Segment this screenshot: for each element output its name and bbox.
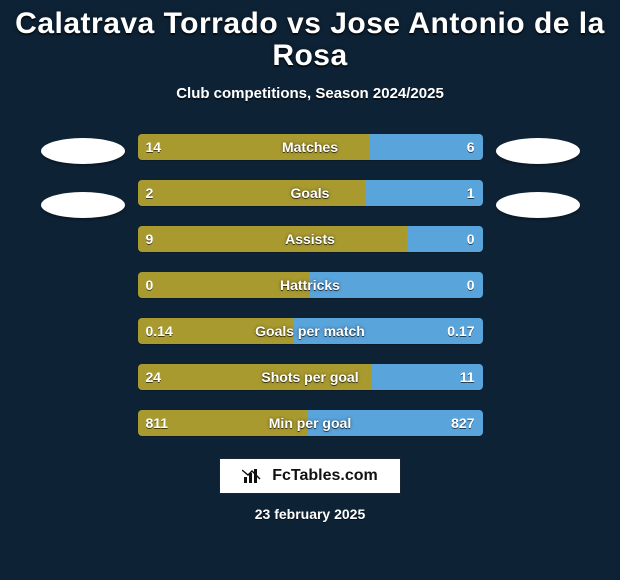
stat-left-value: 0 <box>138 272 162 298</box>
stats-area: Matches146Goals21Assists90Hattricks00Goa… <box>10 134 610 436</box>
placeholder-oval <box>496 192 580 218</box>
stat-row: Matches14 6 <box>138 134 483 160</box>
stat-left-value: 24 <box>138 364 170 390</box>
comparison-infographic: Calatrava Torrado vs Jose Antonio de la … <box>0 0 620 580</box>
barchart-icon <box>242 467 262 485</box>
stat-label: Assists <box>138 226 483 252</box>
stat-right-value: 11 <box>452 364 483 390</box>
subtitle: Club competitions, Season 2024/2025 <box>10 85 610 102</box>
stat-left-value: 9 <box>138 226 162 252</box>
stat-row: Hattricks0 0 <box>138 272 483 298</box>
stat-left-value: 2 <box>138 180 162 206</box>
left-placeholder-column <box>28 134 138 218</box>
stat-row: Assists9 0 <box>138 226 483 252</box>
stat-left-value: 0.14 <box>138 318 181 344</box>
footer: FcTables.com 23 february 2025 <box>10 458 610 522</box>
brand-chip: FcTables.com <box>219 458 401 494</box>
stat-right-value: 0 <box>459 272 483 298</box>
stat-row: Goals2 1 <box>138 180 483 206</box>
stat-label: Goals per match <box>138 318 483 344</box>
placeholder-oval <box>496 138 580 164</box>
brand-text: FcTables.com <box>272 467 378 485</box>
stat-label: Min per goal <box>138 410 483 436</box>
stat-label: Hattricks <box>138 272 483 298</box>
page-title: Calatrava Torrado vs Jose Antonio de la … <box>10 8 610 71</box>
stat-label: Matches <box>138 134 483 160</box>
stat-left-value: 811 <box>138 410 177 436</box>
stat-row: Min per goal811 827 <box>138 410 483 436</box>
comparison-bars: Matches146Goals21Assists90Hattricks00Goa… <box>138 134 483 436</box>
stat-right-value: 1 <box>459 180 483 206</box>
stat-right-value: 827 <box>443 410 482 436</box>
stat-left-value: 14 <box>138 134 170 160</box>
stat-right-value: 0.17 <box>439 318 482 344</box>
right-placeholder-column <box>483 134 593 218</box>
placeholder-oval <box>41 192 125 218</box>
stat-right-value: 0 <box>459 226 483 252</box>
stat-row: Shots per goal24 11 <box>138 364 483 390</box>
stat-right-value: 6 <box>459 134 483 160</box>
stat-row: Goals per match0.14 0.17 <box>138 318 483 344</box>
stat-label: Goals <box>138 180 483 206</box>
placeholder-oval <box>41 138 125 164</box>
stat-label: Shots per goal <box>138 364 483 390</box>
footer-date: 23 february 2025 <box>255 506 366 522</box>
